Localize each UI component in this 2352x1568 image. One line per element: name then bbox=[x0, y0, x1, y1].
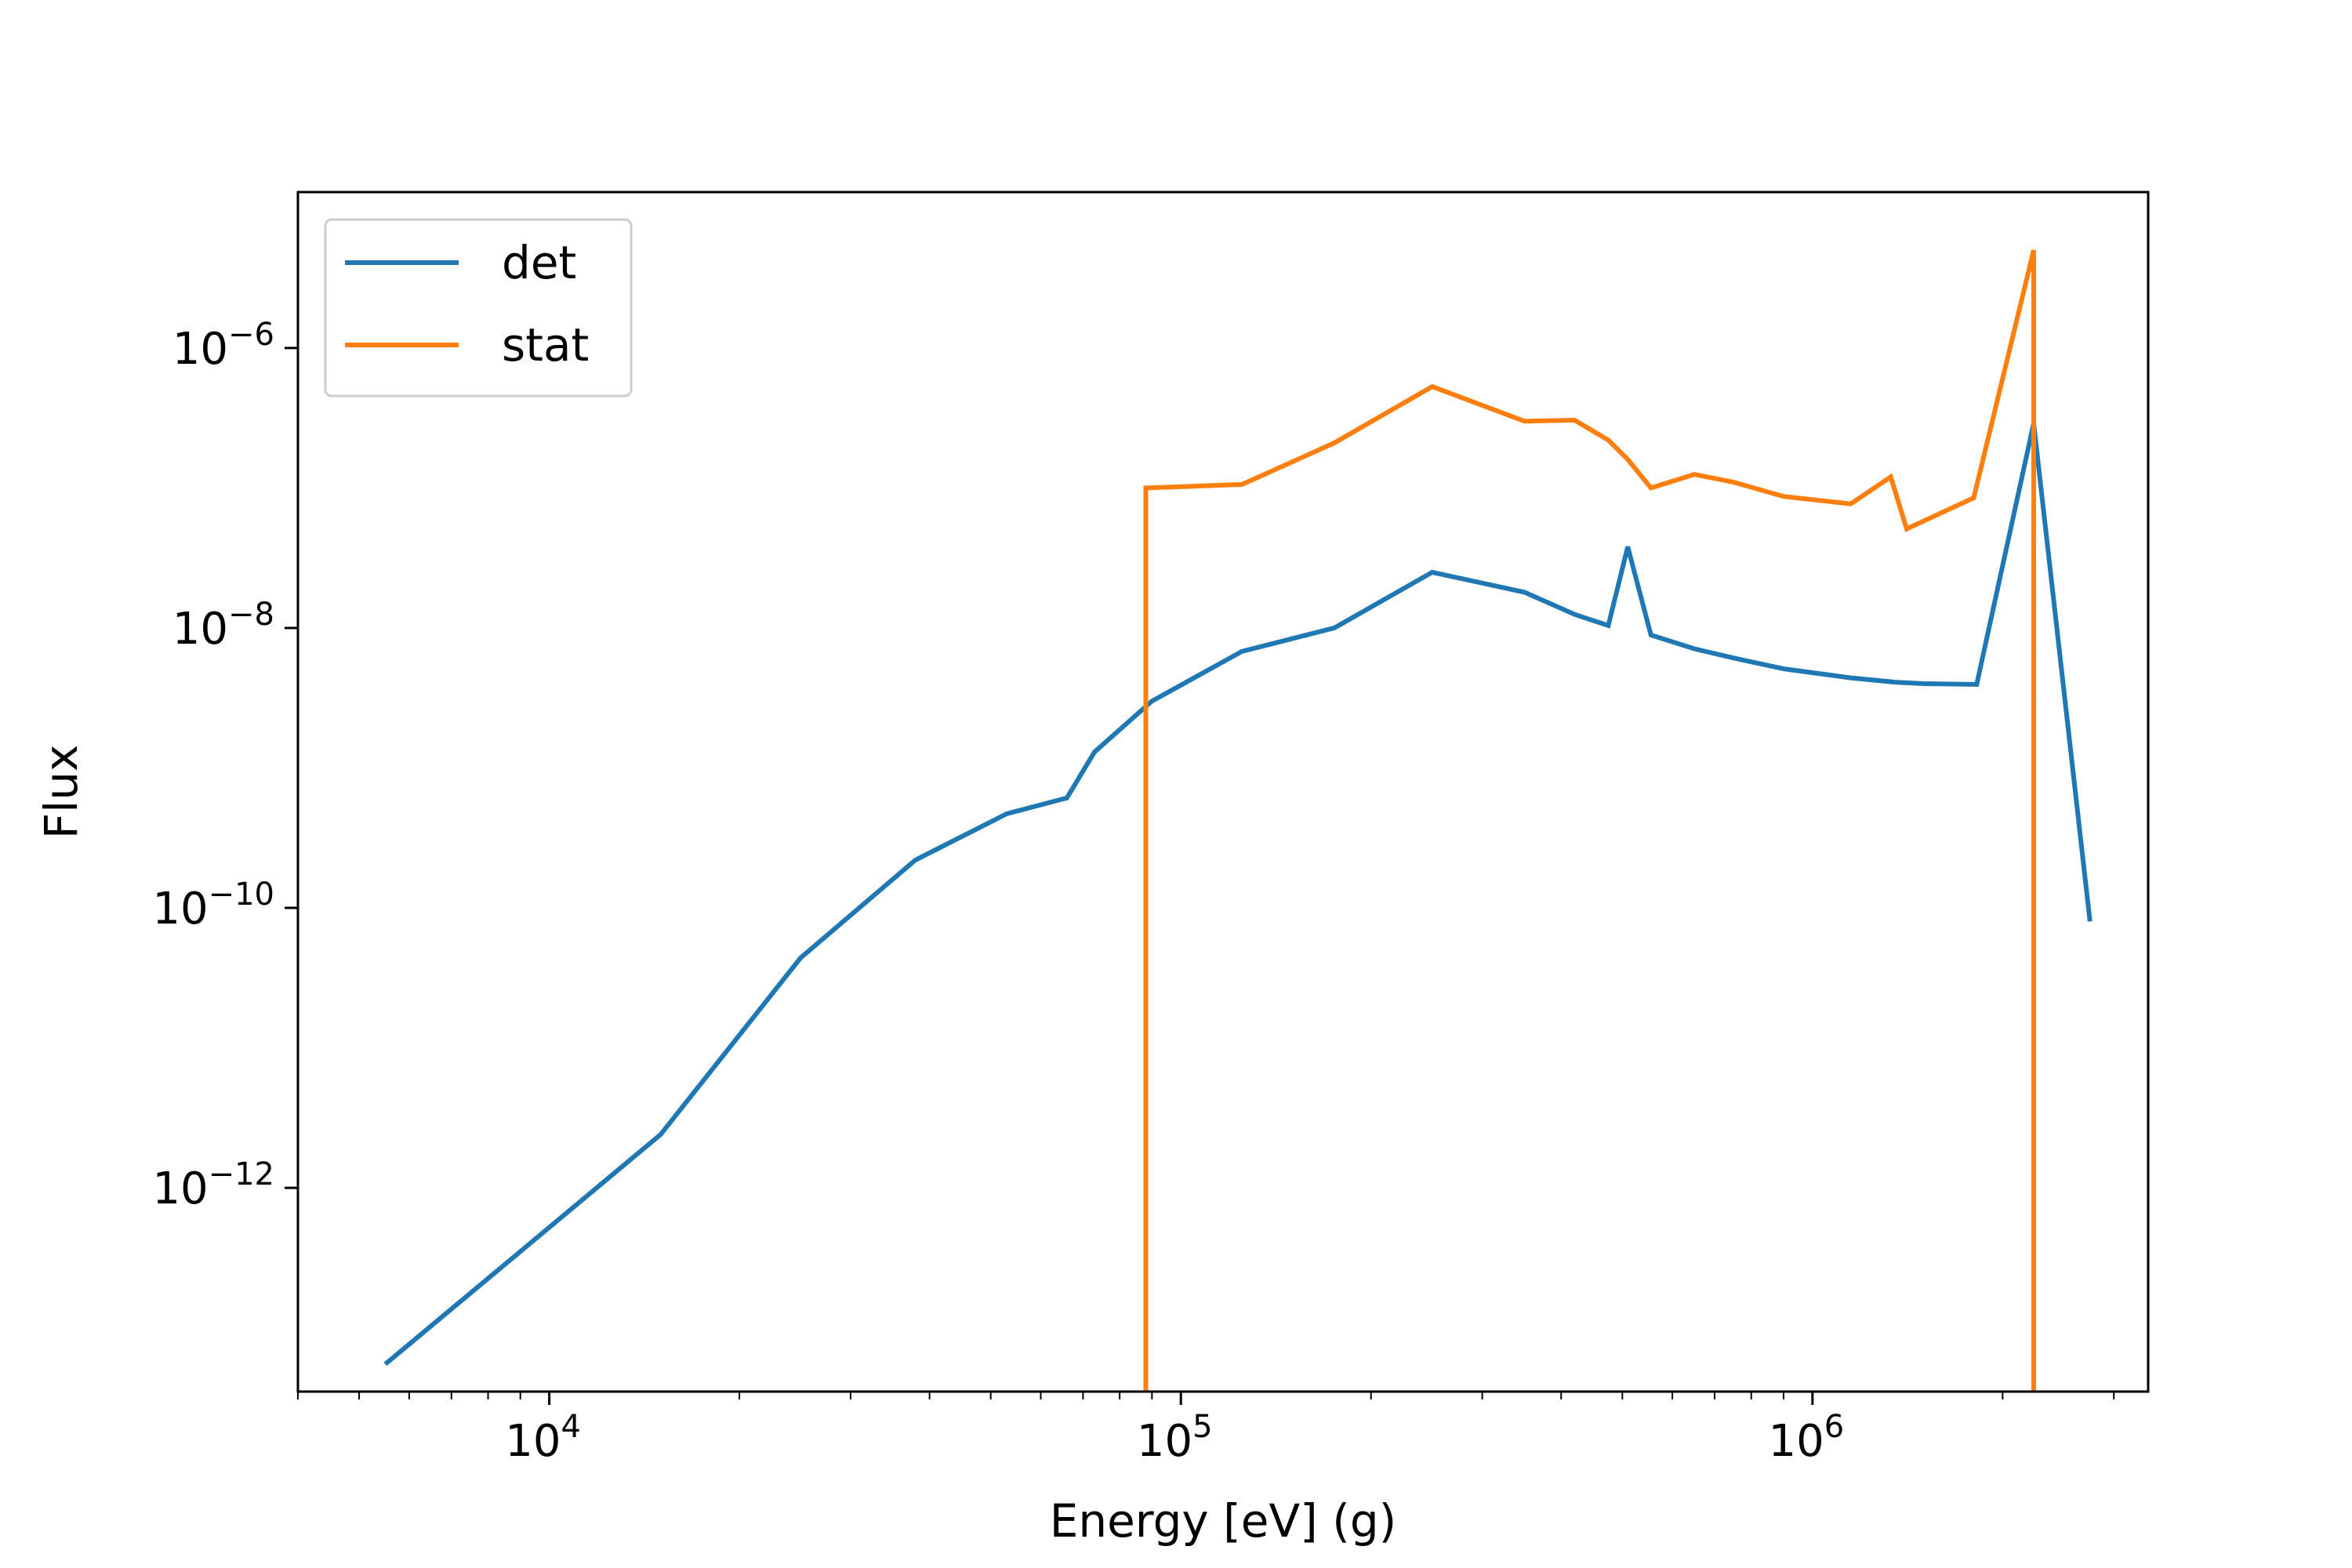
y-axis: 10−12 10−10 10−8 10−6 bbox=[152, 317, 298, 1214]
x-tick-label: 106 bbox=[1768, 1409, 1844, 1467]
y-axis-label: Flux bbox=[34, 745, 88, 840]
plot-frame bbox=[296, 191, 2150, 1393]
x-tick-label: 105 bbox=[1137, 1409, 1213, 1467]
series-line-stat bbox=[1143, 249, 2036, 1392]
y-tick-label: 10−10 bbox=[152, 877, 274, 935]
legend-label-stat: stat bbox=[502, 318, 589, 372]
x-axis-label: Energy [eV] (g) bbox=[1050, 1494, 1397, 1548]
series-line-det bbox=[383, 423, 2092, 1367]
y-tick-label: 10−12 bbox=[152, 1156, 274, 1214]
x-axis: 104 105 106 bbox=[297, 1392, 2115, 1467]
x-tick-label: 104 bbox=[505, 1409, 581, 1467]
y-tick-label: 10−8 bbox=[172, 597, 274, 655]
legend: det stat bbox=[324, 218, 633, 397]
y-tick-label: 10−6 bbox=[172, 317, 274, 375]
series-layer bbox=[383, 249, 2092, 1392]
legend-label-det: det bbox=[502, 236, 576, 289]
